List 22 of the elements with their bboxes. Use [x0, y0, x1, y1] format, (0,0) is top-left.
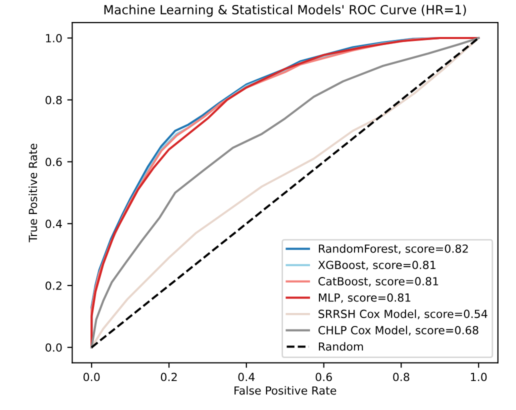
legend-label: CHLP Cox Model, score=0.68: [318, 326, 478, 336]
y-tick-label: 0.2: [46, 281, 62, 290]
x-tick-label: 1.0: [470, 372, 487, 382]
legend-label: RandomForest, score=0.82: [318, 244, 468, 254]
x-tick-label: 0.2: [160, 372, 177, 382]
y-tick-label: 0.4: [46, 220, 62, 228]
y-tick-label: 0.6: [46, 158, 62, 166]
chart-title: Machine Learning & Statistical Models' ROC Curve (HR=1): [104, 4, 466, 17]
legend-label: MLP, score=0.81: [318, 293, 410, 303]
x-axis-title: False Positive Rate: [234, 386, 336, 395]
x-tick-label: 0.6: [316, 372, 332, 382]
y-tick-label: 0.0: [46, 343, 62, 352]
y-tick-label: 0.8: [46, 96, 62, 104]
y-axis-title: True Positive Rate: [28, 144, 38, 242]
legend-label: CatBoost, score=0.81: [318, 277, 438, 287]
legend-label: Random: [318, 342, 363, 351]
legend-label: XGBoost, score=0.81: [318, 260, 436, 270]
y-tick-label: 1.0: [46, 34, 62, 42]
x-tick-label: 0.0: [83, 372, 100, 382]
legend-label: SRRSH Cox Model, score=0.54: [318, 309, 488, 320]
x-tick-label: 0.8: [393, 372, 410, 382]
x-tick-label: 0.4: [238, 372, 255, 382]
